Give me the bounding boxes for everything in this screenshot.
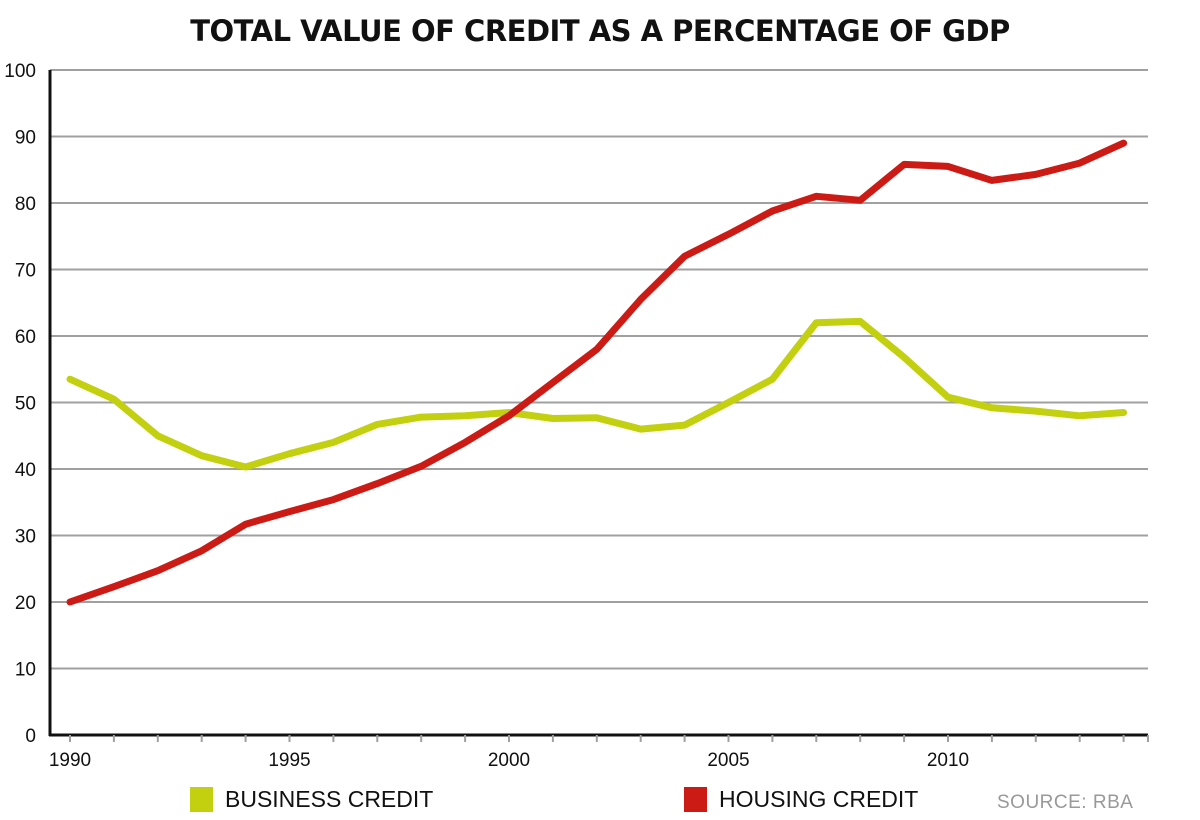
y-tick-label: 50: [15, 394, 36, 415]
y-tick-label: 30: [15, 527, 36, 548]
legend-label-housing: HOUSING CREDIT: [719, 786, 919, 812]
y-tick-label: 80: [15, 194, 36, 215]
series-line-business-credit: [66, 317, 1128, 471]
series-line-housing-credit: [66, 139, 1128, 606]
y-tick-label: 70: [15, 261, 36, 282]
axes: [48, 70, 1149, 742]
gridlines: [50, 69, 1148, 670]
x-tick-label: 2010: [927, 750, 969, 771]
y-tick-labels: 0 10 20 30 40 50 60 70 80 90 100: [4, 61, 36, 747]
source-note: SOURCE: RBA: [997, 792, 1134, 813]
y-tick-label: 60: [15, 327, 36, 348]
x-tick-label: 2005: [707, 750, 749, 771]
x-tick-label: 1995: [268, 750, 310, 771]
x-tick-label: 1990: [49, 750, 91, 771]
legend-swatch-business: [190, 787, 213, 812]
y-tick-label: 20: [15, 593, 36, 614]
series-lines: [66, 139, 1128, 606]
y-tick-label: 40: [15, 460, 36, 481]
x-tick-label: 2000: [488, 750, 530, 771]
x-tick-labels: 1990 1995 2000 2005 2010: [49, 750, 969, 771]
legend-item-business-credit: BUSINESS CREDIT: [190, 786, 433, 813]
y-tick-label: 10: [15, 660, 36, 681]
legend-item-housing-credit: HOUSING CREDIT: [684, 786, 918, 813]
y-tick-label: 100: [4, 61, 36, 82]
y-tick-label: 90: [15, 128, 36, 149]
legend-swatch-housing: [684, 787, 707, 812]
chart-title: TOTAL VALUE OF CREDIT AS A PERCENTAGE OF…: [190, 14, 1010, 48]
legend-label-business: BUSINESS CREDIT: [225, 786, 434, 812]
y-tick-label: 0: [25, 726, 36, 747]
